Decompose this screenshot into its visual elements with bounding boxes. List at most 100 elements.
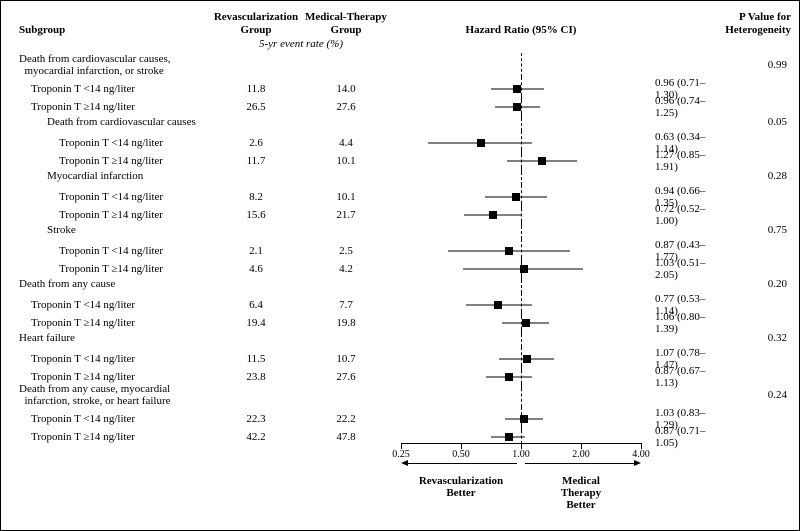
row-label: Myocardial infarction xyxy=(19,170,211,182)
forest-plot-rows: Death from cardiovascular causes, myocar… xyxy=(19,53,785,443)
row-label: Death from cardiovascular causes xyxy=(19,116,211,128)
hr-text: 0.72 (0.52–1.00) xyxy=(651,203,721,227)
point-estimate xyxy=(538,157,546,165)
axis-tick-label: 1.00 xyxy=(512,449,530,460)
revasc-value: 8.2 xyxy=(211,191,301,203)
point-estimate xyxy=(512,193,520,201)
medical-value: 4.4 xyxy=(301,137,391,149)
header-medical: Medical-TherapyGroup xyxy=(301,11,391,36)
table-row: Troponin T <14 ng/liter6.47.70.77 (0.53–… xyxy=(19,293,785,311)
forest-plot-cell xyxy=(391,113,651,131)
row-label: Death from any cause, myocardial infarct… xyxy=(19,383,211,407)
forest-plot-cell xyxy=(391,221,651,239)
row-label: Troponin T ≥14 ng/liter xyxy=(19,263,211,275)
revasc-value: 26.5 xyxy=(211,101,301,113)
table-row: Troponin T ≥14 ng/liter23.827.60.87 (0.6… xyxy=(19,365,785,383)
axis-captions: RevascularizationBetterMedical TherapyBe… xyxy=(391,475,651,501)
row-label: Troponin T ≥14 ng/liter xyxy=(19,371,211,383)
revasc-value: 15.6 xyxy=(211,209,301,221)
table-row: Troponin T ≥14 ng/liter15.621.70.72 (0.5… xyxy=(19,203,785,221)
forest-plot-cell xyxy=(391,383,651,407)
point-estimate xyxy=(505,247,513,255)
point-estimate xyxy=(477,139,485,147)
revasc-value: 11.5 xyxy=(211,353,301,365)
header-hr: Hazard Ratio (95% CI) xyxy=(391,24,651,37)
revasc-value: 6.4 xyxy=(211,299,301,311)
forest-plot-cell xyxy=(391,53,651,77)
point-estimate xyxy=(505,373,513,381)
hr-text: 0.87 (0.67–1.13) xyxy=(651,365,721,389)
medical-value: 10.1 xyxy=(301,191,391,203)
table-row: Troponin T <14 ng/liter2.64.40.63 (0.34–… xyxy=(19,131,785,149)
row-label: Troponin T ≥14 ng/liter xyxy=(19,101,211,113)
point-estimate xyxy=(522,319,530,327)
p-value: 0.20 xyxy=(721,278,791,290)
table-row: Troponin T <14 ng/liter22.322.21.03 (0.8… xyxy=(19,407,785,425)
point-estimate xyxy=(513,103,521,111)
table-row: Troponin T ≥14 ng/liter26.527.60.96 (0.7… xyxy=(19,95,785,113)
point-estimate xyxy=(523,355,531,363)
row-label: Troponin T <14 ng/liter xyxy=(19,353,211,365)
axis-tick-label: 0.25 xyxy=(392,449,410,460)
p-value: 0.24 xyxy=(721,389,791,401)
medical-value: 7.7 xyxy=(301,299,391,311)
forest-plot-cell xyxy=(391,329,651,347)
medical-value: 10.7 xyxy=(301,353,391,365)
revasc-value: 19.4 xyxy=(211,317,301,329)
revasc-value: 22.3 xyxy=(211,413,301,425)
x-axis: 0.250.501.002.004.00 xyxy=(391,443,651,461)
hr-text: 1.03 (0.51–2.05) xyxy=(651,257,721,281)
table-row: Troponin T ≥14 ng/liter4.64.21.03 (0.51–… xyxy=(19,257,785,275)
revasc-value: 4.6 xyxy=(211,263,301,275)
p-value: 0.05 xyxy=(721,116,791,128)
row-label: Heart failure xyxy=(19,332,211,344)
hr-text: 1.06 (0.80–1.39) xyxy=(651,311,721,335)
axis-arrows xyxy=(391,461,651,475)
row-label: Troponin T <14 ng/liter xyxy=(19,413,211,425)
p-value: 0.75 xyxy=(721,224,791,236)
header-subgroup: Subgroup xyxy=(19,24,211,37)
p-value: 0.99 xyxy=(721,59,791,71)
revasc-value: 11.8 xyxy=(211,83,301,95)
medical-value: 10.1 xyxy=(301,155,391,167)
medical-value: 4.2 xyxy=(301,263,391,275)
row-label: Troponin T <14 ng/liter xyxy=(19,83,211,95)
arrow-right xyxy=(525,463,635,464)
medical-value: 22.2 xyxy=(301,413,391,425)
table-row: Troponin T <14 ng/liter11.814.00.96 (0.7… xyxy=(19,77,785,95)
forest-plot-cell xyxy=(391,167,651,185)
point-estimate xyxy=(505,433,513,441)
axis-tick-label: 2.00 xyxy=(572,449,590,460)
hr-text: 1.27 (0.85–1.91) xyxy=(651,149,721,173)
row-label: Troponin T ≥14 ng/liter xyxy=(19,155,211,167)
axis-tick-label: 0.50 xyxy=(452,449,470,460)
point-estimate xyxy=(489,211,497,219)
caption-right: Medical TherapyBetter xyxy=(546,475,616,511)
row-label: Troponin T <14 ng/liter xyxy=(19,299,211,311)
hr-text: 0.96 (0.74–1.25) xyxy=(651,95,721,119)
row-label: Death from any cause xyxy=(19,278,211,290)
revasc-value: 2.6 xyxy=(211,137,301,149)
row-label: Troponin T <14 ng/liter xyxy=(19,245,211,257)
point-estimate xyxy=(520,265,528,273)
forest-plot-cell xyxy=(391,275,651,293)
p-value: 0.32 xyxy=(721,332,791,344)
axis-area: 0.250.501.002.004.00 RevascularizationBe… xyxy=(19,443,785,501)
table-row: Death from cardiovascular causes, myocar… xyxy=(19,53,785,77)
row-label: Troponin T <14 ng/liter xyxy=(19,191,211,203)
revasc-value: 23.8 xyxy=(211,371,301,383)
row-label: Troponin T <14 ng/liter xyxy=(19,137,211,149)
medical-value: 27.6 xyxy=(301,101,391,113)
table-row: Troponin T ≥14 ng/liter19.419.81.06 (0.8… xyxy=(19,311,785,329)
table-row: Troponin T ≥14 ng/liter11.710.11.27 (0.8… xyxy=(19,149,785,167)
arrow-left xyxy=(407,463,517,464)
medical-value: 19.8 xyxy=(301,317,391,329)
table-row: Troponin T <14 ng/liter8.210.10.94 (0.66… xyxy=(19,185,785,203)
row-label: Death from cardiovascular causes, myocar… xyxy=(19,53,211,77)
caption-left: RevascularizationBetter xyxy=(419,475,503,499)
row-label: Troponin T ≥14 ng/liter xyxy=(19,317,211,329)
table-row: Troponin T <14 ng/liter11.510.71.07 (0.7… xyxy=(19,347,785,365)
row-label: Troponin T ≥14 ng/liter xyxy=(19,209,211,221)
revasc-value: 11.7 xyxy=(211,155,301,167)
row-label: Troponin T ≥14 ng/liter xyxy=(19,431,211,443)
